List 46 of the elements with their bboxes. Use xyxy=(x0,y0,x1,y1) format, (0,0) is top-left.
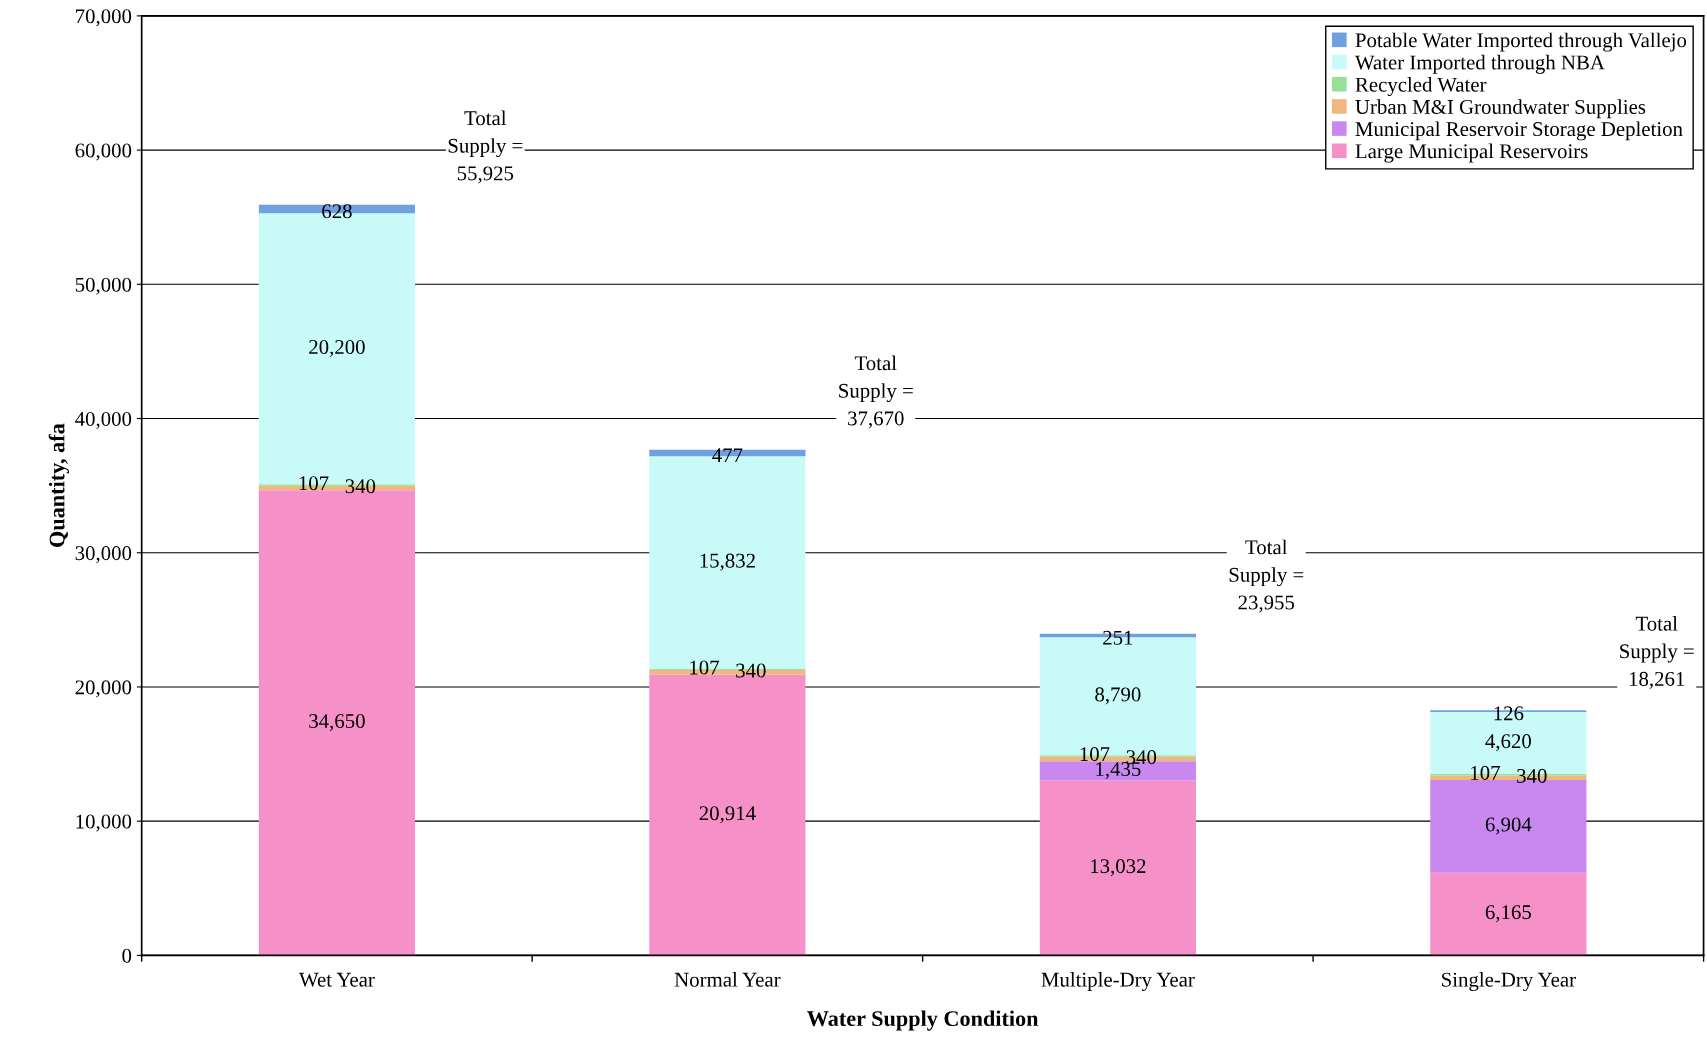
data-label: 628 xyxy=(322,204,352,219)
data-label: 251 xyxy=(1103,630,1133,645)
total-label: Total Supply = 37,670 xyxy=(839,355,913,429)
data-label: 20,200 xyxy=(309,339,365,357)
data-label: 107 xyxy=(1080,747,1110,762)
data-label: 340 xyxy=(345,479,376,494)
y-tick-label: 10,000 xyxy=(76,814,132,832)
data-label: 107 xyxy=(1471,765,1500,780)
data-label: 4,620 xyxy=(1485,734,1531,752)
legend-label: Water Imported through NBA xyxy=(1354,54,1605,74)
y-tick-label: 70,000 xyxy=(76,9,132,27)
legend-label: Recycled Water xyxy=(1355,77,1487,97)
x-tick-label: Multiple-Dry Year xyxy=(1041,972,1195,991)
bar xyxy=(1039,780,1196,956)
total-label: Total Supply = 23,955 xyxy=(1229,539,1304,613)
data-label: 8,790 xyxy=(1095,687,1141,705)
y-axis-title: Quantity, afa xyxy=(48,423,70,547)
total-label: Total Supply = 55,925 xyxy=(448,110,523,184)
y-tick-label: 60,000 xyxy=(75,143,132,161)
legend-label: Large Municipal Reservoirs xyxy=(1355,143,1588,163)
data-label: 340 xyxy=(1517,768,1547,783)
data-label: 477 xyxy=(712,448,743,463)
y-tick-label: 50,000 xyxy=(75,277,132,295)
data-label: 107 xyxy=(299,476,329,491)
data-label: 6,904 xyxy=(1485,817,1532,835)
x-tick-label: Wet Year xyxy=(299,972,375,987)
legend-label: Municipal Reservoir Storage Depletion xyxy=(1355,121,1683,141)
data-label: 34,650 xyxy=(309,714,365,732)
data-label: 20,914 xyxy=(699,806,756,824)
x-tick-label: Normal Year xyxy=(674,972,781,987)
data-label: 126 xyxy=(1494,706,1524,721)
x-tick-label: Single-Dry Year xyxy=(1442,972,1576,991)
data-label: 6,165 xyxy=(1485,905,1531,923)
x-axis-title: Water Supply Condition xyxy=(807,1010,1039,1031)
y-tick-label: 20,000 xyxy=(75,680,132,698)
legend-label: Potable Water Imported through Vallejo xyxy=(1355,32,1687,52)
legend-label: Urban M&I Groundwater Supplies xyxy=(1355,99,1646,119)
y-tick-label: 30,000 xyxy=(75,546,132,564)
y-tick-label: 0 xyxy=(122,948,132,963)
y-tick-label: 40,000 xyxy=(75,411,132,429)
data-label: 340 xyxy=(736,663,766,678)
total-label: Total Supply = 18,261 xyxy=(1620,616,1694,689)
data-label: 107 xyxy=(690,660,719,675)
bar xyxy=(1430,872,1587,956)
data-label: 13,032 xyxy=(1091,859,1146,877)
data-label: 15,832 xyxy=(700,553,755,571)
